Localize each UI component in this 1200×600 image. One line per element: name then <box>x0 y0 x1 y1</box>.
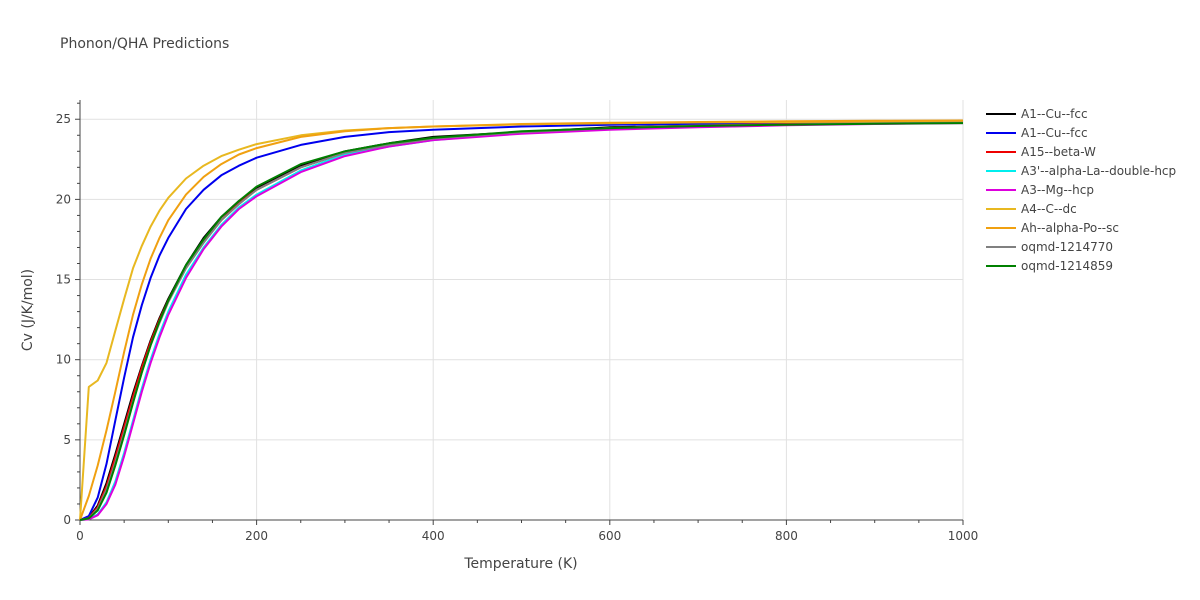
axes: 0 200 400 600 800 1000 0 5 10 15 20 25 <box>56 100 979 543</box>
series-line-8[interactable] <box>79 122 964 521</box>
legend-item-5[interactable]: A4--C--dc <box>986 202 1077 216</box>
y-tick-label: 15 <box>56 273 71 287</box>
legend-label: A3--Mg--hcp <box>1021 183 1094 197</box>
x-tick-label: 0 <box>76 529 84 543</box>
grid <box>80 100 964 520</box>
legend-label: A3'--alpha-La--double-hcp <box>1021 164 1176 178</box>
legend-item-2[interactable]: A15--beta-W <box>986 145 1096 159</box>
legend-label: A1--Cu--fcc <box>1021 126 1088 140</box>
y-tick-label: 0 <box>63 513 71 527</box>
legend-label: A1--Cu--fcc <box>1021 107 1088 121</box>
y-axis-title: Cv (J/K/mol) <box>20 269 36 351</box>
legend-item-7[interactable]: oqmd-1214770 <box>986 240 1113 254</box>
legend-label: oqmd-1214770 <box>1021 240 1113 254</box>
legend-item-1[interactable]: A1--Cu--fcc <box>986 126 1088 140</box>
y-tick-label: 5 <box>63 433 71 447</box>
legend-item-4[interactable]: A3--Mg--hcp <box>986 183 1094 197</box>
x-tick-label: 800 <box>775 529 798 543</box>
legend-label: A15--beta-W <box>1021 145 1096 159</box>
legend-item-3[interactable]: A3'--alpha-La--double-hcp <box>986 164 1176 178</box>
series-line-1[interactable] <box>79 121 964 521</box>
x-axis-title: Temperature (K) <box>463 556 577 572</box>
legend[interactable]: A1--Cu--fcc A1--Cu--fcc A15--beta-W A3'--al… <box>986 107 1176 273</box>
x-tick-label: 600 <box>598 529 621 543</box>
x-tick-label: 200 <box>245 529 268 543</box>
legend-label: Ah--alpha-Po--sc <box>1021 221 1119 235</box>
legend-item-6[interactable]: Ah--alpha-Po--sc <box>986 221 1119 235</box>
series-line-4[interactable] <box>79 122 964 521</box>
y-tick-label: 25 <box>56 112 71 126</box>
series-lines[interactable] <box>79 119 964 521</box>
x-tick-label: 1000 <box>948 529 979 543</box>
y-tick-label: 20 <box>56 192 71 206</box>
legend-item-0[interactable]: A1--Cu--fcc <box>986 107 1088 121</box>
x-tick-label: 400 <box>422 529 445 543</box>
y-tick-label: 10 <box>56 353 71 367</box>
legend-item-8[interactable]: oqmd-1214859 <box>986 259 1113 273</box>
legend-label: oqmd-1214859 <box>1021 259 1113 273</box>
legend-label: A4--C--dc <box>1021 202 1077 216</box>
chart-title: Phonon/QHA Predictions <box>60 36 230 52</box>
series-line-6[interactable] <box>79 119 964 521</box>
series-line-5[interactable] <box>79 120 964 521</box>
